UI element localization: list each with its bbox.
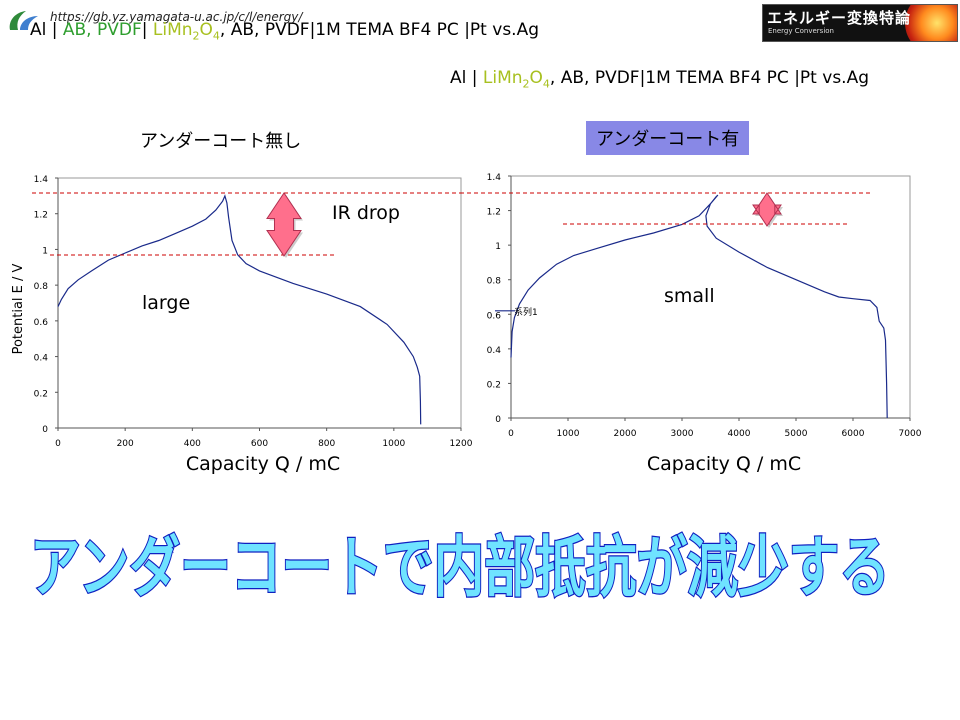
x-tick-label: 1000	[382, 439, 405, 449]
y-tick-label: 1.2	[487, 208, 501, 218]
y-tick-label: 0.8	[34, 282, 49, 292]
x-tick-label: 7000	[899, 429, 922, 439]
badge-title: エネルギー変換特論	[767, 9, 912, 27]
x-tick-label: 600	[251, 439, 268, 449]
x-tick-label: 4000	[728, 429, 751, 439]
x-tick-label: 0	[55, 439, 61, 449]
x-tick-label: 2000	[614, 429, 637, 439]
x-tick-label: 400	[184, 439, 201, 449]
x-axis-label: Capacity Q / mC	[186, 453, 340, 475]
x-axis-label: Capacity Q / mC	[647, 453, 801, 475]
label-without-undercoat: アンダーコート無し	[140, 131, 302, 152]
large-label: large	[142, 292, 191, 314]
chart-1: 0 0.2 0.4 0.6 0.8 1 1.2 1.4 0 200 400 600 800 1000 120…	[11, 175, 473, 475]
conclusion-text: アンダーコートで内部抵抗が減少する	[30, 529, 890, 606]
y-axis-label: Potential E / V	[11, 263, 26, 354]
label-with-undercoat: アンダーコート有	[586, 121, 750, 155]
y-tick-label: 0	[42, 425, 48, 435]
ir-drop-arrow-small-icon	[752, 192, 782, 227]
x-tick-label: 3000	[671, 429, 694, 439]
series-line	[57, 194, 422, 425]
x-tick-label: 800	[318, 439, 335, 449]
y-tick-label: 0.6	[34, 318, 49, 328]
x-tick-label: 200	[117, 439, 134, 449]
leaf-logo-icon	[9, 11, 38, 30]
y-tick-label: 0.2	[487, 380, 501, 390]
x-tick-label: 1000	[557, 429, 580, 439]
y-tick-label: 0.4	[487, 346, 502, 356]
y-tick-label: 1.4	[487, 173, 502, 183]
y-tick-label: 0	[495, 415, 501, 425]
y-tick-label: 1.4	[34, 175, 49, 185]
x-tick-label: 1200	[450, 439, 473, 449]
y-tick-label: 0.4	[34, 354, 49, 364]
site-url[interactable]: https://gb.yz.yamagata-u.ac.jp/c/l/energ…	[50, 10, 303, 24]
series-line	[510, 194, 888, 419]
y-tick-label: 0.6	[487, 311, 502, 321]
cell-composition-right: Al | LiMn2O4, AB, PVDF|1M TEMA BF4 PC |P…	[450, 68, 869, 91]
ir-drop-arrow-large-icon	[266, 192, 302, 257]
y-tick-label: 0.2	[34, 389, 48, 399]
sun-icon	[905, 5, 957, 41]
plot-frame	[57, 177, 462, 429]
legend-label: 系列1	[514, 306, 538, 318]
x-tick-label: 6000	[842, 429, 865, 439]
ir-drop-label: IR drop	[332, 202, 400, 224]
y-tick-label: 1	[495, 242, 501, 252]
chart-2: 0 0.2 0.4 0.6 0.8 1 1.2 1.4 0 1000 2000 3000 4000 500…	[487, 173, 922, 475]
energy-conversion-badge: エネルギー変換特論 Energy Conversion	[762, 4, 958, 42]
badge-subtitle: Energy Conversion	[768, 27, 834, 35]
y-tick-label: 1	[42, 246, 48, 256]
cell-composition-left: Al | AB, PVDF| LiMn2O4, AB, PVDF|1M TEMA…	[30, 20, 539, 43]
x-tick-label: 0	[508, 429, 514, 439]
x-tick-label: 5000	[785, 429, 808, 439]
y-tick-label: 1.2	[34, 211, 48, 221]
y-tick-label: 0.8	[487, 277, 502, 287]
small-label: small	[664, 285, 715, 307]
conclusion-title: アンダーコートで内部抵抗が減少する	[30, 528, 891, 608]
